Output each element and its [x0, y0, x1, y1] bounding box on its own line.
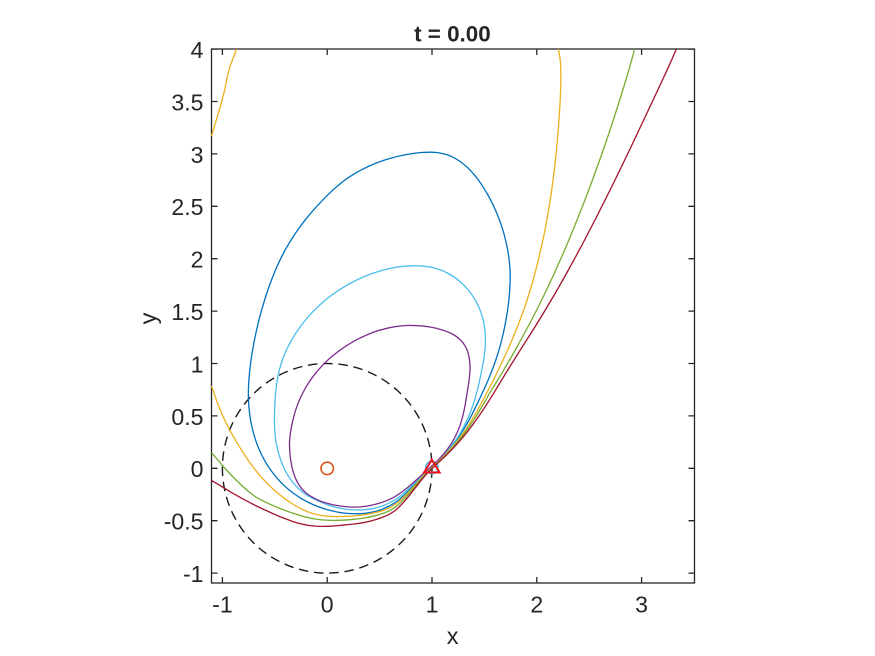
svg-text:-1: -1 — [183, 561, 204, 587]
svg-text:1: 1 — [191, 351, 204, 377]
svg-text:3: 3 — [635, 592, 648, 618]
svg-text:-1: -1 — [212, 592, 233, 618]
svg-text:y: y — [135, 312, 161, 324]
svg-text:2.5: 2.5 — [171, 194, 203, 220]
svg-text:0.5: 0.5 — [171, 404, 203, 430]
svg-text:1: 1 — [426, 592, 439, 618]
svg-text:-0.5: -0.5 — [164, 509, 204, 535]
svg-text:t = 0.00: t = 0.00 — [414, 22, 491, 47]
svg-text:0: 0 — [321, 592, 334, 618]
svg-text:4: 4 — [191, 37, 204, 63]
svg-text:x: x — [447, 623, 459, 649]
svg-text:3: 3 — [191, 142, 204, 168]
svg-text:3.5: 3.5 — [171, 89, 203, 115]
svg-text:0: 0 — [191, 456, 204, 482]
svg-text:1.5: 1.5 — [171, 299, 203, 325]
svg-text:2: 2 — [530, 592, 543, 618]
svg-text:2: 2 — [191, 247, 204, 273]
